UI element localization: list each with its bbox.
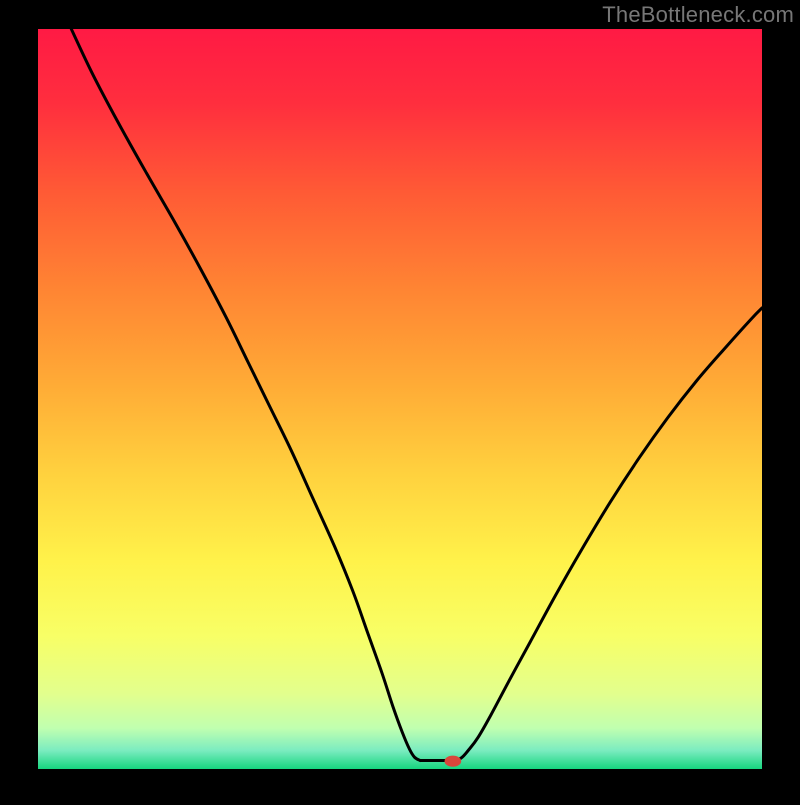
chart-container: [0, 0, 800, 800]
plot-background: [38, 29, 762, 769]
bottleneck-curve-chart: [0, 0, 800, 800]
optimal-point-marker: [445, 756, 462, 767]
